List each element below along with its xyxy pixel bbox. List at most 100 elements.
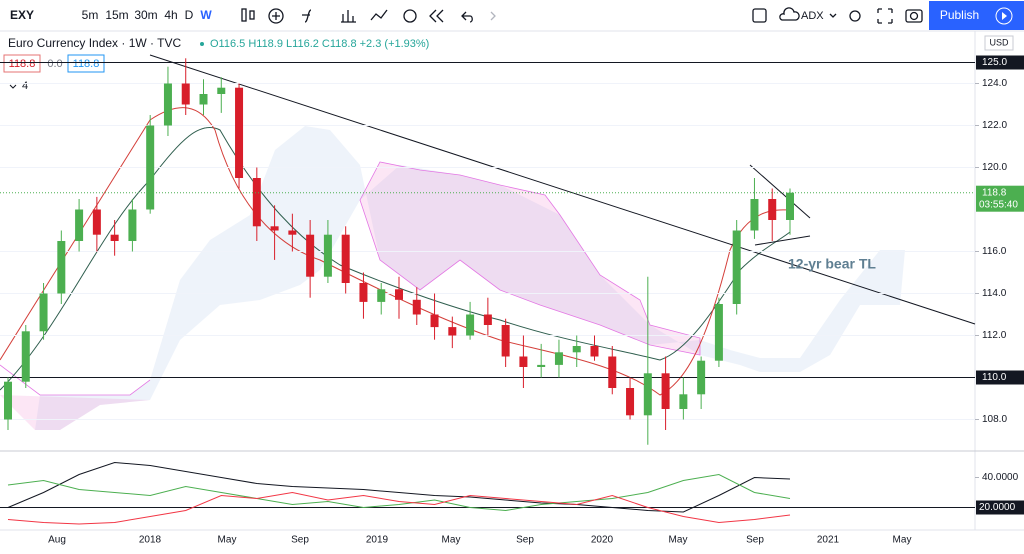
interval[interactable]: 5m bbox=[82, 8, 99, 22]
redo-icon[interactable] bbox=[490, 11, 496, 21]
candle-body bbox=[323, 234, 332, 277]
interval[interactable]: D bbox=[185, 8, 194, 22]
candle-body bbox=[483, 314, 492, 325]
cloud-edge bbox=[0, 364, 151, 396]
candle-body bbox=[217, 87, 226, 94]
interval[interactable]: 30m bbox=[134, 8, 157, 22]
candle-body bbox=[412, 299, 421, 315]
countdown: 03:55:40 bbox=[979, 199, 1018, 210]
x-tick-label: May bbox=[893, 535, 912, 546]
interval[interactable]: W bbox=[200, 8, 212, 22]
cloud-icon[interactable] bbox=[779, 7, 800, 21]
x-tick-label: May bbox=[218, 535, 237, 546]
legend-box[interactable] bbox=[67, 54, 105, 73]
toolbar-icons bbox=[241, 7, 923, 24]
y-tick-label: 40.0000 bbox=[982, 472, 1019, 483]
publish-button[interactable] bbox=[929, 1, 990, 30]
indicator-label: 20.0000 bbox=[979, 502, 1016, 513]
x-tick-label: Sep bbox=[291, 535, 309, 546]
currency-box bbox=[984, 35, 1014, 51]
interval[interactable]: 4h bbox=[164, 8, 177, 22]
candle-body bbox=[750, 199, 759, 231]
candle-body bbox=[626, 388, 635, 416]
interval-group: 5m 15m 30m 4h D W bbox=[82, 8, 213, 22]
candle-body bbox=[697, 360, 706, 395]
candle-body bbox=[768, 199, 777, 220]
replay-icon[interactable] bbox=[429, 9, 444, 23]
camera-icon[interactable] bbox=[905, 9, 923, 23]
candle-body bbox=[590, 346, 599, 357]
toolbar bbox=[0, 0, 1024, 31]
x-tick-label: May bbox=[442, 535, 461, 546]
candle-icon[interactable] bbox=[241, 8, 247, 22]
ichimoku-cloud-bear bbox=[359, 161, 701, 356]
x-tick-label: 2018 bbox=[139, 535, 162, 546]
y-tick-label: 116.0 bbox=[982, 246, 1007, 257]
x-tick-label: Aug bbox=[48, 535, 66, 546]
price-label: 110.0 bbox=[982, 372, 1007, 383]
settings-icon[interactable] bbox=[849, 10, 861, 22]
publish-label: Publish bbox=[940, 8, 979, 22]
x-tick-label: Sep bbox=[516, 535, 534, 546]
candle-body bbox=[4, 381, 12, 420]
last-price-box bbox=[976, 185, 1024, 212]
indicator-button[interactable]: ADX bbox=[801, 10, 824, 22]
legend-box-label: 118.8 bbox=[9, 58, 36, 70]
candle-body bbox=[57, 241, 66, 294]
interval[interactable]: 15m bbox=[105, 8, 128, 22]
moving-average-slow bbox=[0, 126, 791, 391]
candle-body bbox=[714, 304, 723, 361]
pennant-lower[interactable] bbox=[754, 235, 811, 246]
adx-chevron bbox=[829, 13, 837, 18]
cloud-edge-b bbox=[0, 395, 150, 430]
trend-line[interactable] bbox=[149, 54, 976, 325]
add-icon-cross bbox=[272, 12, 280, 20]
undo-icon[interactable] bbox=[461, 11, 473, 23]
alert-icon[interactable] bbox=[403, 9, 417, 23]
y-tick-label: 124.0 bbox=[982, 78, 1007, 89]
candle-body bbox=[430, 314, 439, 328]
candle-body bbox=[466, 314, 475, 336]
currency: USD bbox=[989, 37, 1009, 47]
candle-body bbox=[661, 373, 670, 409]
candle-body bbox=[786, 192, 794, 220]
candle-icon-b bbox=[249, 10, 255, 20]
candle-body bbox=[537, 364, 546, 367]
legend-dot bbox=[200, 42, 204, 46]
symbol[interactable]: EXY bbox=[10, 8, 34, 22]
line-icon[interactable] bbox=[370, 9, 388, 21]
candle-body bbox=[199, 94, 208, 105]
candle-body bbox=[75, 209, 84, 241]
candle-body bbox=[21, 331, 30, 382]
add-icon[interactable] bbox=[268, 8, 284, 24]
x-tick-label: 2020 bbox=[591, 535, 614, 546]
candle-body bbox=[110, 234, 119, 241]
indicator-line bbox=[7, 473, 791, 512]
y-tick-label: 122.0 bbox=[982, 120, 1007, 131]
pennant-upper[interactable] bbox=[749, 164, 811, 219]
bars-icon[interactable] bbox=[341, 10, 356, 23]
square-icon[interactable] bbox=[752, 8, 767, 23]
candle-body bbox=[572, 346, 581, 353]
x-tick-label: 2021 bbox=[817, 535, 840, 546]
x-tick-label: May bbox=[669, 535, 688, 546]
candle-body bbox=[92, 209, 101, 235]
y-tick-label: 112.0 bbox=[982, 330, 1007, 341]
legend-box[interactable] bbox=[3, 54, 41, 73]
candle-body bbox=[395, 289, 403, 300]
legend-chevron[interactable] bbox=[9, 84, 17, 89]
legend-count: 4 bbox=[22, 80, 28, 92]
camera-lens bbox=[909, 11, 919, 21]
indicator-line bbox=[7, 491, 791, 525]
candle-body bbox=[679, 394, 688, 409]
fullscreen-icon[interactable] bbox=[877, 8, 893, 24]
last-price-label: 118.8 bbox=[982, 187, 1007, 198]
x-tick-label: 2019 bbox=[366, 535, 389, 546]
candle-body bbox=[732, 230, 741, 304]
fx-icon[interactable] bbox=[302, 9, 312, 23]
annotation[interactable]: 12-yr bear TL bbox=[788, 256, 876, 272]
candle-body bbox=[359, 283, 368, 302]
candle-body bbox=[288, 230, 297, 235]
play-button[interactable] bbox=[990, 1, 1024, 30]
